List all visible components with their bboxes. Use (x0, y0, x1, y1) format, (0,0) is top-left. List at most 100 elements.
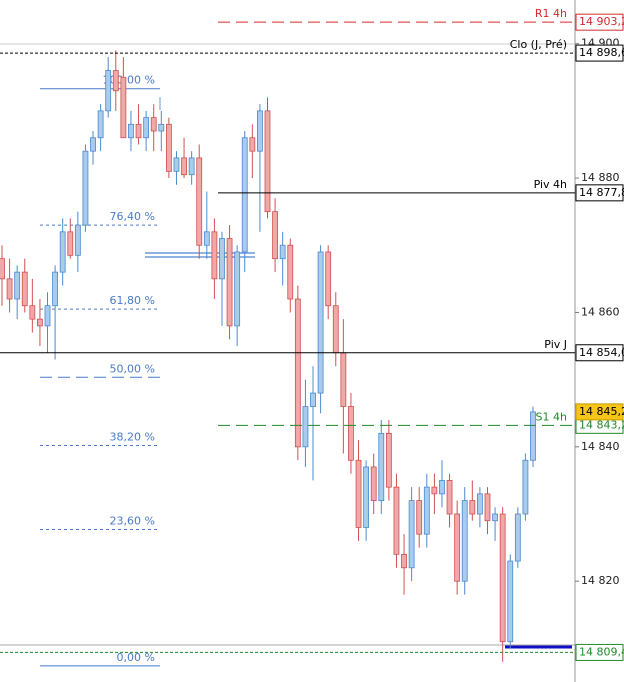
candle-body (105, 70, 112, 112)
y-tick-label: 14 860 (581, 305, 620, 318)
candle-body (158, 123, 165, 132)
fib-label: 23,60 % (110, 514, 155, 527)
level-label: Piv 4h (534, 178, 567, 191)
candle-body (393, 486, 400, 555)
candle-body (67, 231, 74, 256)
candle-body (6, 278, 13, 300)
candle-body (219, 238, 225, 280)
price-box-label: 14 809,4 (579, 645, 624, 658)
price-box-label: 14 854,0 (579, 346, 624, 359)
current-price-box (575, 403, 624, 421)
candle-body (173, 157, 180, 172)
candle-body (530, 411, 536, 461)
candle-body (14, 271, 21, 300)
candle-body (446, 480, 453, 515)
candle-body (279, 244, 286, 260)
level-label: Piv J (544, 338, 567, 351)
y-tick-label: 14 840 (581, 440, 620, 453)
level-label: S1 4h (536, 410, 567, 423)
candle-body (363, 466, 370, 528)
price-box (575, 184, 624, 202)
candle-body (332, 305, 339, 354)
candle-body (128, 123, 134, 139)
candle-body (416, 500, 423, 535)
candle-body (423, 486, 430, 535)
candle-body (355, 459, 362, 528)
candle-body (325, 251, 332, 307)
fib-label: 76,40 % (110, 210, 155, 223)
candle-body (120, 76, 127, 139)
candle-body (90, 137, 96, 152)
candle-body (188, 157, 195, 176)
candle-body (507, 560, 514, 643)
price-box-label: 14 903,2 (579, 15, 624, 28)
candle-body (499, 513, 506, 643)
level-label: Clo (J, Pré) (510, 38, 567, 51)
candle-body (370, 466, 377, 501)
candle-body (150, 117, 157, 132)
candle-body (97, 110, 104, 139)
candle-body (439, 480, 445, 495)
candle-body (401, 553, 407, 569)
candle-body (241, 137, 248, 253)
candle-body (431, 486, 438, 495)
fib-label: 61,80 % (110, 294, 155, 307)
candle-body (476, 493, 483, 515)
candle-body (21, 271, 28, 307)
candle-body (203, 231, 210, 246)
current-price-label: 14 845,2 (579, 405, 624, 418)
candle-body (82, 150, 89, 226)
y-tick-label: 14 820 (581, 574, 620, 587)
candle-body (257, 110, 263, 152)
level-label: R1 4h (535, 7, 567, 20)
candle-body (0, 258, 5, 280)
candle-body (74, 224, 81, 256)
candle-body (310, 392, 316, 407)
candle-body (408, 500, 415, 569)
candle-body (348, 406, 354, 461)
price-box (575, 643, 624, 661)
price-box (575, 13, 624, 31)
candle-body (211, 231, 218, 280)
candle-body (385, 432, 392, 488)
candle-body (37, 318, 43, 327)
candle-body (181, 157, 187, 176)
candle-body (59, 231, 66, 273)
price-box-label: 14 898,6 (579, 46, 624, 59)
candle-body (461, 500, 468, 582)
candle-body (196, 157, 203, 246)
price-box (575, 344, 624, 362)
price-box (575, 44, 624, 62)
y-tick-label: 14 880 (581, 171, 620, 184)
candle-body (135, 123, 142, 139)
candle-body (469, 500, 476, 515)
candle-body (272, 211, 278, 260)
candle-body (378, 432, 385, 501)
candle-body (165, 123, 172, 172)
fib-label: 38,20 % (110, 430, 155, 443)
price-box-label: 14 843,2 (579, 418, 624, 431)
candle-body (514, 513, 521, 562)
candle-body (234, 251, 241, 327)
fib-label: 50,00 % (110, 362, 155, 375)
candle-body (287, 244, 294, 300)
candle-body (454, 513, 461, 582)
candle-body (294, 298, 301, 448)
price-box-label: 14 877,8 (579, 186, 624, 199)
candle-body (143, 117, 150, 139)
candle-body (317, 251, 324, 394)
candle-body (44, 305, 51, 327)
candle-body (492, 513, 498, 522)
fib-label: 0,00 % (117, 651, 155, 664)
candle-body (226, 238, 233, 327)
candle-body (522, 459, 529, 515)
candle-body (264, 110, 271, 213)
candle-body (29, 305, 36, 320)
candle-body (302, 406, 309, 448)
candle-body (112, 70, 119, 92)
candle-body (484, 493, 491, 522)
candle-body (52, 271, 58, 307)
candle-body (249, 137, 256, 152)
candle-body (340, 352, 347, 407)
